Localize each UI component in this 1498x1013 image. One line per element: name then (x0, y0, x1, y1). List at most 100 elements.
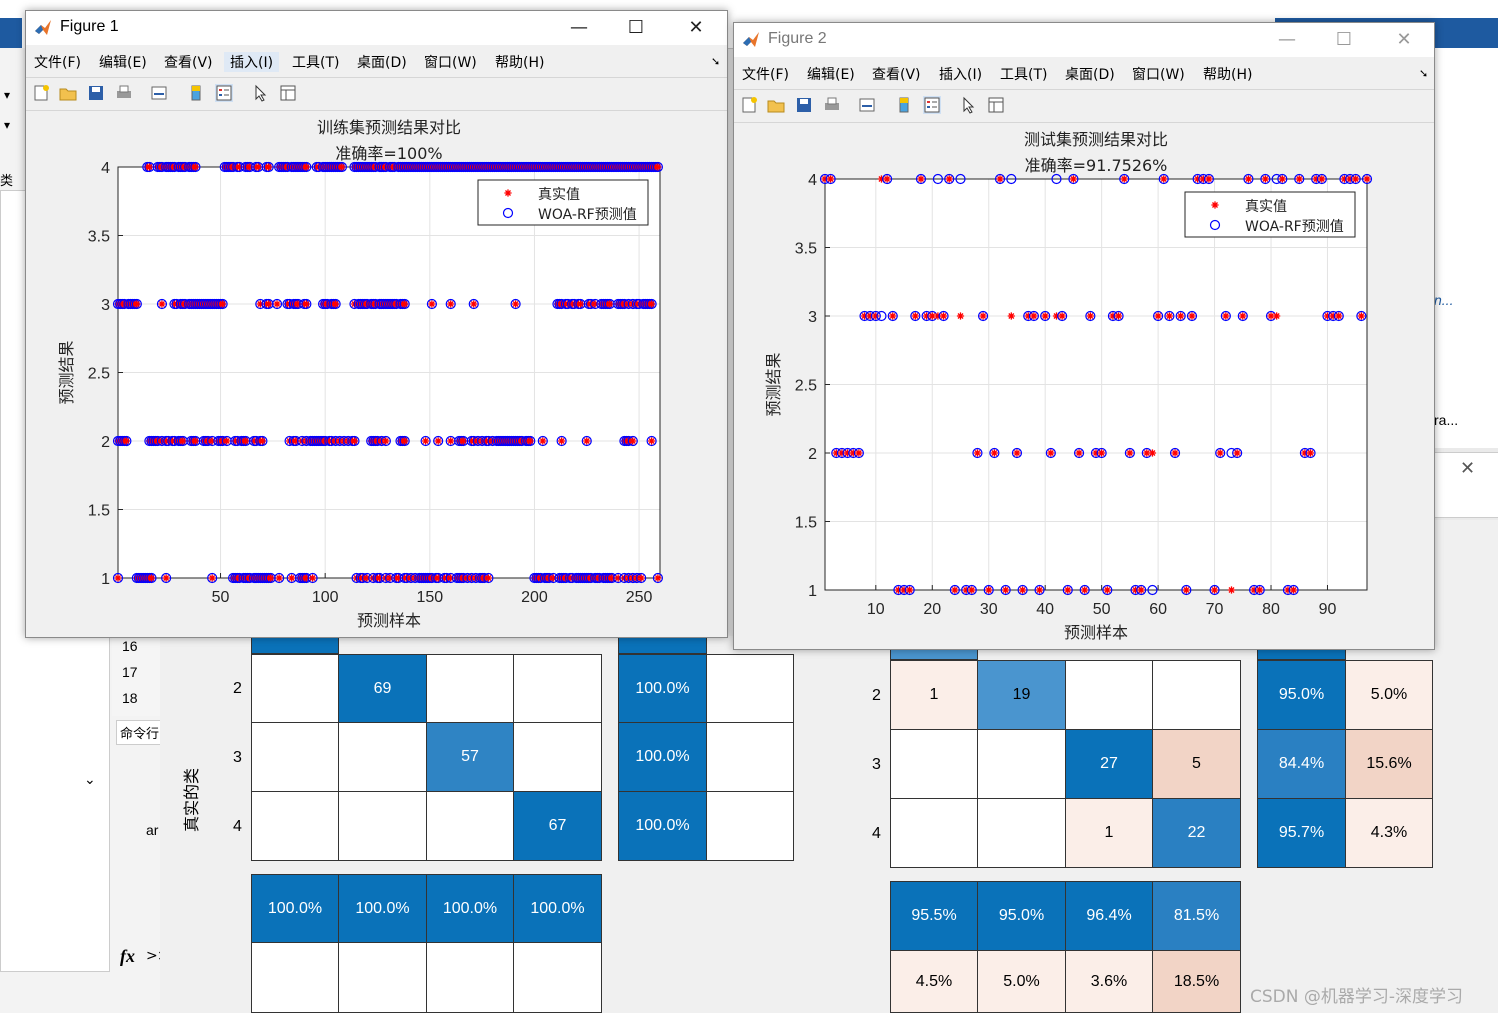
menu-help[interactable]: 帮助(H) (1203, 67, 1253, 83)
legend-icon[interactable] (923, 96, 941, 114)
predicted-value-marker (1164, 310, 1175, 322)
true-marker-stroke (288, 574, 296, 582)
menubar-expand-icon[interactable]: ➘ (1419, 67, 1429, 80)
maximize-button[interactable]: ☐ (1335, 29, 1353, 50)
open-file-icon[interactable] (59, 84, 77, 102)
menu-insert[interactable]: 插入(I) (939, 67, 983, 83)
property-inspector-icon[interactable] (279, 84, 297, 102)
menu-window[interactable]: 窗口(W) (1132, 67, 1185, 83)
link-plot-icon[interactable] (858, 96, 876, 114)
y-tick-label: 3.5 (88, 229, 110, 246)
true-value-marker (122, 437, 130, 445)
true-value-marker (1114, 312, 1123, 320)
y-tick-label: 1 (101, 571, 110, 588)
figure2-titlebar[interactable]: Figure 2 — ☐ ✕ (734, 23, 1434, 57)
true-value-marker (1199, 175, 1207, 183)
colorbar-icon[interactable] (187, 84, 205, 102)
true-value-marker (1177, 312, 1185, 320)
menu-edit[interactable]: 编辑(E) (99, 55, 147, 71)
predicted-value-marker (972, 447, 983, 459)
true-value-marker (526, 437, 534, 445)
true-marker-stroke (945, 175, 953, 183)
y-tick-label: 2 (101, 434, 110, 451)
true-marker-stroke (265, 163, 273, 171)
true-value-marker (363, 574, 371, 582)
figure2-window[interactable]: Figure 2 — ☐ ✕ 文件(F) 编辑(E) 查看(V) 插入(I) 工… (733, 22, 1435, 650)
minimize-button[interactable]: — (570, 17, 588, 38)
true-marker-stroke (1131, 586, 1140, 594)
toolstrip-blue-tab[interactable] (0, 18, 22, 48)
menu-tools[interactable]: 工具(T) (292, 55, 340, 71)
colorbar-icon[interactable] (895, 96, 913, 114)
true-value-marker (917, 175, 925, 183)
predicted-value-marker (161, 572, 172, 584)
true-marker-stroke (654, 574, 662, 582)
true-marker-stroke (1278, 175, 1286, 183)
figure1-window[interactable]: Figure 1 — ☐ ✕ 文件(F) 编辑(E) 查看(V) 插入(I) 工… (25, 10, 728, 638)
property-inspector-icon[interactable] (987, 96, 1005, 114)
legend-icon[interactable] (215, 84, 233, 102)
predicted-value-marker (1040, 310, 1051, 322)
true-marker-stroke (191, 437, 200, 445)
true-marker-stroke (267, 574, 275, 582)
predicted-value-marker (1237, 310, 1248, 322)
menu-edit[interactable]: 编辑(E) (807, 67, 855, 83)
close-button[interactable]: ✕ (688, 17, 704, 38)
predicted-value-marker (1277, 173, 1288, 185)
true-marker-stroke (629, 437, 637, 445)
train-scatter-chart: 50 100 150 200 250 1 1.5 2 2.5 3 3.5 4 训练集预测结果对比准确率=… (57, 118, 664, 630)
y-tick-label: 2.5 (795, 378, 817, 395)
true-marker-stroke (292, 437, 300, 445)
menu-window[interactable]: 窗口(W) (424, 55, 477, 71)
predicted-value-marker (240, 435, 251, 447)
predicted-value-marker (146, 572, 157, 584)
command-window-label[interactable]: 命令行 (116, 720, 168, 745)
print-icon[interactable] (115, 84, 133, 102)
predicted-value-marker (1079, 584, 1090, 596)
true-value-marker (1216, 449, 1224, 457)
true-value-marker (951, 586, 959, 594)
menu-view[interactable]: 查看(V) (872, 67, 921, 83)
new-figure-icon[interactable] (32, 84, 50, 102)
menu-insert[interactable]: 插入(I) (224, 52, 280, 72)
figure1-titlebar[interactable]: Figure 1 — ☐ ✕ (26, 11, 727, 45)
menubar-expand-icon[interactable]: ➘ (711, 55, 721, 68)
print-icon[interactable] (823, 96, 841, 114)
save-icon[interactable] (795, 96, 813, 114)
true-value-marker (558, 437, 566, 445)
left-chevron-icon[interactable]: ⌄ (84, 772, 96, 788)
link-plot-icon[interactable] (150, 84, 168, 102)
x-tick-label: 60 (1149, 601, 1167, 618)
edit-plot-cursor-icon[interactable] (252, 84, 270, 102)
predicted-value-marker (301, 161, 312, 173)
menu-tools[interactable]: 工具(T) (1000, 67, 1048, 83)
x-tick-label: 90 (1319, 601, 1337, 618)
save-icon[interactable] (87, 84, 105, 102)
edit-plot-cursor-icon[interactable] (960, 96, 978, 114)
true-value-marker (1222, 312, 1230, 320)
menu-view[interactable]: 查看(V) (164, 55, 213, 71)
open-file-icon[interactable] (767, 96, 785, 114)
menu-file[interactable]: 文件(F) (742, 67, 789, 83)
right-background-panel (1434, 48, 1498, 448)
true-value-marker (302, 574, 310, 582)
maximize-button[interactable]: ☐ (627, 17, 645, 38)
menu-desktop[interactable]: 桌面(D) (1065, 67, 1115, 83)
new-figure-icon[interactable] (740, 96, 758, 114)
menu-desktop[interactable]: 桌面(D) (357, 55, 407, 71)
left-dropdown-arrow-2[interactable]: ▾ (4, 118, 11, 132)
right-panel-close-icon[interactable]: ✕ (1460, 458, 1476, 479)
minimize-button[interactable]: — (1278, 29, 1296, 50)
true-value-marker (877, 175, 886, 183)
predicted-value-marker (853, 447, 864, 459)
predicted-value-marker (1124, 447, 1135, 459)
true-value-marker (1143, 449, 1151, 457)
true-marker-stroke (422, 437, 430, 445)
menu-file[interactable]: 文件(F) (34, 55, 81, 71)
true-marker-stroke (1318, 175, 1326, 183)
close-button[interactable]: ✕ (1396, 29, 1412, 50)
true-value-marker (1329, 312, 1337, 320)
menu-help[interactable]: 帮助(H) (495, 55, 545, 71)
x-tick-label: 250 (626, 589, 653, 606)
left-dropdown-arrow-1[interactable]: ▾ (4, 88, 11, 102)
